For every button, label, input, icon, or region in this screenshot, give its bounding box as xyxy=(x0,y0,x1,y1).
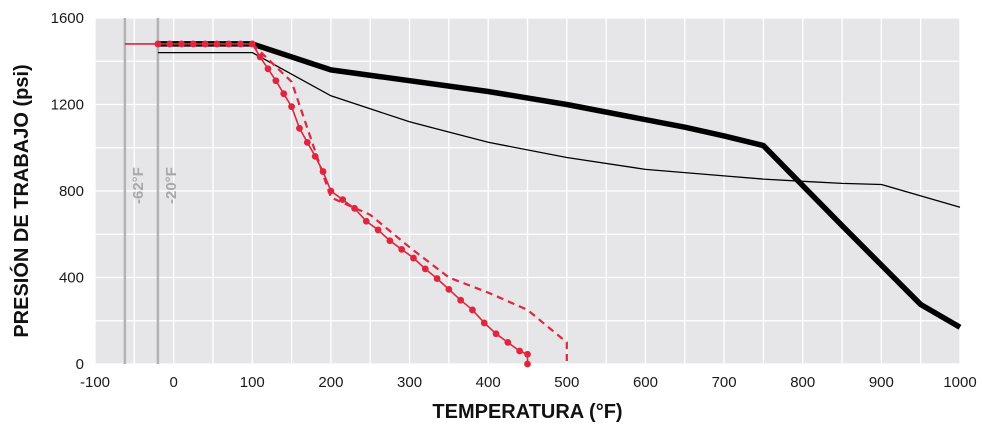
data-point xyxy=(339,196,347,204)
data-point xyxy=(524,350,531,358)
data-point xyxy=(433,275,441,282)
data-point xyxy=(410,254,417,262)
reference-lines: -62°F -20°F xyxy=(123,18,180,364)
data-point xyxy=(272,77,280,85)
y-axis-ticks: 0 400 800 1200 1600 xyxy=(51,10,84,373)
data-point xyxy=(288,103,295,111)
y-tick-label: 0 xyxy=(76,356,84,373)
y-tick-label: 1200 xyxy=(51,97,84,114)
data-point xyxy=(296,124,303,132)
data-point xyxy=(398,245,406,253)
data-point xyxy=(154,40,162,48)
x-tick-label: 1000 xyxy=(943,374,976,391)
gridlines xyxy=(94,17,961,365)
data-point xyxy=(178,40,185,48)
data-point xyxy=(469,306,476,314)
y-tick-label: 400 xyxy=(59,270,84,287)
x-axis-ticks: -100 0 100 200 300 400 500 600 700 800 900 1000 xyxy=(80,374,977,391)
y-tick-label: 800 xyxy=(59,183,84,200)
data-point xyxy=(504,338,512,346)
data-point xyxy=(480,319,488,327)
x-axis-title: TEMPERATURA (°F) xyxy=(432,401,622,423)
x-tick-label: 700 xyxy=(712,374,737,391)
data-point xyxy=(256,53,264,61)
data-point xyxy=(516,347,524,355)
x-tick-label: 200 xyxy=(318,374,343,391)
series-group xyxy=(124,40,962,368)
y-tick-label: 1600 xyxy=(51,10,84,27)
data-point xyxy=(237,40,244,48)
data-point xyxy=(457,296,465,304)
x-tick-label: -100 xyxy=(80,374,110,391)
x-tick-label: 600 xyxy=(633,374,658,391)
data-point xyxy=(225,40,233,48)
data-point xyxy=(213,40,221,48)
x-tick-label: 500 xyxy=(554,374,579,391)
data-point xyxy=(362,217,370,225)
data-point xyxy=(524,360,531,368)
series-line-thin xyxy=(157,51,961,208)
data-point xyxy=(351,204,358,212)
data-point xyxy=(445,285,453,293)
data-point xyxy=(189,40,197,48)
data-point xyxy=(303,138,311,146)
data-point xyxy=(201,40,209,48)
data-point xyxy=(492,330,500,338)
x-tick-label: 900 xyxy=(869,374,894,391)
reference-line-label: -62°F xyxy=(130,167,147,204)
data-point xyxy=(166,40,174,48)
data-point xyxy=(374,226,382,234)
x-tick-label: 0 xyxy=(169,374,177,391)
data-point xyxy=(264,65,272,73)
x-tick-label: 800 xyxy=(790,374,815,391)
x-tick-label: 100 xyxy=(240,374,265,391)
x-tick-label: 400 xyxy=(476,374,501,391)
x-tick-label: 300 xyxy=(397,374,422,391)
data-point xyxy=(421,265,429,273)
data-point xyxy=(280,90,288,98)
data-point xyxy=(386,237,394,245)
y-axis-title: PRESIÓN DE TRABAJO (psi) xyxy=(9,64,33,337)
reference-line-label: -20°F xyxy=(163,167,180,204)
series-line-thick xyxy=(157,41,962,330)
